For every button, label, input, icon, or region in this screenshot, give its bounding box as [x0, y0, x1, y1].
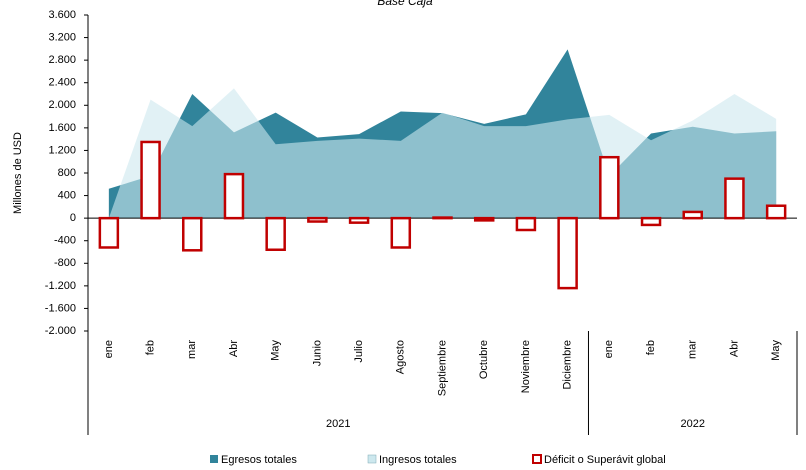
legend-swatch: [532, 454, 542, 464]
bar: [765, 204, 787, 220]
bar: [182, 216, 203, 252]
bar: [473, 216, 495, 222]
x-tick-label: Noviembre: [520, 340, 532, 393]
bar: [557, 216, 578, 290]
bar: [599, 155, 620, 220]
chart-title: Base Caja: [377, 0, 433, 8]
y-tick-label: -2.000: [45, 325, 76, 337]
y-axis-label: Millones de USD: [12, 132, 24, 214]
x-tick-label: Julio: [353, 340, 365, 363]
x-tick-label: Diciembre: [562, 340, 574, 390]
legend-swatch: [210, 455, 218, 463]
y-tick-label: -800: [54, 257, 76, 269]
bar: [682, 210, 703, 220]
x-tick-label: Abr: [228, 340, 240, 357]
bar: [265, 216, 286, 251]
x-tick-label: feb: [645, 340, 657, 355]
x-tick-label: Abr: [728, 340, 740, 357]
y-tick-label: -400: [54, 235, 76, 247]
y-tick-label: 400: [58, 189, 76, 201]
bar: [140, 140, 161, 220]
bar: [98, 216, 120, 249]
y-tick-label: 1.600: [48, 122, 76, 134]
bar: [432, 216, 453, 220]
y-tick-label: 3.600: [48, 9, 76, 21]
y-tick-label: 2.800: [48, 54, 76, 66]
area: [108, 88, 777, 219]
group-label: 2021: [326, 418, 350, 430]
bar: [390, 216, 412, 249]
bar: [640, 216, 662, 227]
bar: [515, 216, 537, 232]
y-tick-label: 800: [58, 167, 76, 179]
x-tick-label: feb: [144, 340, 156, 355]
x-tick-label: mar: [687, 340, 699, 359]
legend-label: Egresos totales: [221, 454, 297, 466]
y-tick-label: 1.200: [48, 144, 76, 156]
bar: [724, 177, 745, 220]
group-label: 2022: [680, 418, 704, 430]
x-tick-label: mar: [186, 340, 198, 359]
x-tick-label: ene: [603, 340, 615, 358]
x-tick-label: May: [770, 340, 782, 361]
x-tick-label: May: [270, 340, 282, 361]
y-tick-label: 3.200: [48, 31, 76, 43]
legend-swatch: [367, 454, 377, 464]
bar: [348, 216, 370, 224]
x-tick-label: ene: [103, 340, 115, 358]
x-tick-label: Junio: [311, 340, 323, 366]
y-tick-label: 2.000: [48, 99, 76, 111]
legend-label: Déficit o Superávit global: [544, 454, 666, 466]
y-tick-label: 0: [70, 212, 76, 224]
y-tick-label: -1.600: [45, 302, 76, 314]
bar: [223, 172, 245, 220]
bar: [307, 216, 328, 223]
y-tick-label: 2.400: [48, 77, 76, 89]
y-tick-label: -1.200: [45, 280, 76, 292]
x-tick-label: Agosto: [395, 340, 407, 374]
x-tick-label: Octubre: [478, 340, 490, 379]
x-tick-label: Septiembre: [436, 340, 448, 396]
legend-label: Ingresos totales: [379, 454, 457, 466]
